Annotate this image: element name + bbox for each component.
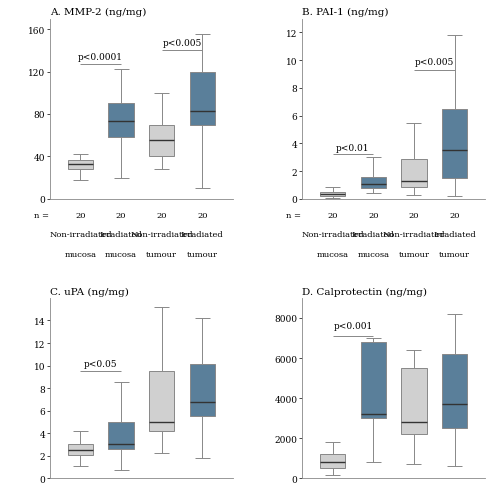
FancyBboxPatch shape xyxy=(442,354,467,428)
Text: mucosa: mucosa xyxy=(105,251,137,259)
Text: p<0.01: p<0.01 xyxy=(336,143,370,152)
Text: Non-irradiated: Non-irradiated xyxy=(49,231,112,239)
Text: 20: 20 xyxy=(408,212,419,220)
Text: n =: n = xyxy=(286,212,301,220)
Text: 20: 20 xyxy=(450,212,460,220)
Text: Irradiated: Irradiated xyxy=(100,231,142,239)
Text: n =: n = xyxy=(34,212,49,220)
FancyBboxPatch shape xyxy=(68,160,93,170)
Text: mucosa: mucosa xyxy=(64,251,96,259)
Text: tumour: tumour xyxy=(187,251,218,259)
Text: p<0.005: p<0.005 xyxy=(162,39,202,48)
FancyBboxPatch shape xyxy=(320,192,345,197)
Text: Non-irradiated: Non-irradiated xyxy=(382,231,445,239)
FancyBboxPatch shape xyxy=(402,368,426,434)
Text: mucosa: mucosa xyxy=(358,251,390,259)
FancyBboxPatch shape xyxy=(320,454,345,468)
FancyBboxPatch shape xyxy=(108,104,134,138)
Text: p<0.0001: p<0.0001 xyxy=(78,53,124,62)
Text: p<0.001: p<0.001 xyxy=(334,322,372,330)
Text: C. uPA (ng/mg): C. uPA (ng/mg) xyxy=(50,287,129,296)
Text: Non-irradiated: Non-irradiated xyxy=(302,231,364,239)
Text: p<0.005: p<0.005 xyxy=(414,58,454,66)
FancyBboxPatch shape xyxy=(360,342,386,418)
Text: B. PAI-1 (ng/mg): B. PAI-1 (ng/mg) xyxy=(302,8,388,18)
Text: 20: 20 xyxy=(75,212,86,220)
Text: Irradiated: Irradiated xyxy=(433,231,476,239)
Text: 20: 20 xyxy=(116,212,126,220)
Text: tumour: tumour xyxy=(146,251,177,259)
Text: p<0.05: p<0.05 xyxy=(84,359,117,368)
Text: 20: 20 xyxy=(156,212,167,220)
Text: tumour: tumour xyxy=(439,251,470,259)
FancyBboxPatch shape xyxy=(149,125,174,157)
FancyBboxPatch shape xyxy=(190,72,215,125)
FancyBboxPatch shape xyxy=(360,177,386,188)
FancyBboxPatch shape xyxy=(442,109,467,179)
Text: mucosa: mucosa xyxy=(316,251,348,259)
Text: tumour: tumour xyxy=(398,251,430,259)
Text: 20: 20 xyxy=(368,212,378,220)
FancyBboxPatch shape xyxy=(190,365,215,416)
FancyBboxPatch shape xyxy=(68,445,93,455)
FancyBboxPatch shape xyxy=(149,371,174,431)
Text: D. Calprotectin (ng/mg): D. Calprotectin (ng/mg) xyxy=(302,287,427,296)
Text: Irradiated: Irradiated xyxy=(181,231,224,239)
Text: 20: 20 xyxy=(197,212,207,220)
FancyBboxPatch shape xyxy=(402,159,426,188)
Text: A. MMP-2 (ng/mg): A. MMP-2 (ng/mg) xyxy=(50,8,146,18)
Text: Non-irradiated: Non-irradiated xyxy=(130,231,193,239)
Text: 20: 20 xyxy=(328,212,338,220)
FancyBboxPatch shape xyxy=(108,422,134,449)
Text: Irradiated: Irradiated xyxy=(352,231,395,239)
